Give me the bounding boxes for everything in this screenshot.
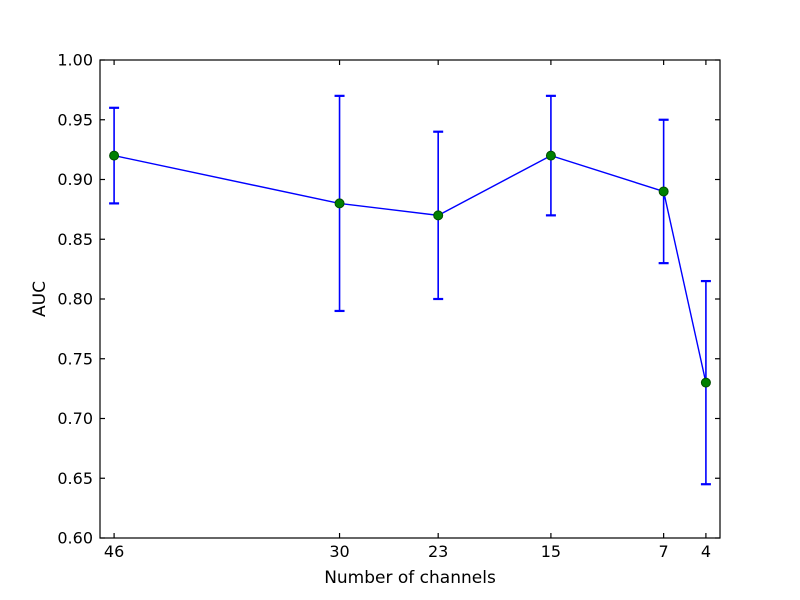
x-tick-label: 7 bbox=[659, 542, 669, 561]
data-point-marker bbox=[545, 150, 556, 161]
x-tick-label: 4 bbox=[701, 542, 711, 561]
data-point-marker bbox=[433, 210, 444, 221]
data-point-marker bbox=[334, 198, 345, 209]
x-tick-label: 15 bbox=[541, 542, 561, 561]
y-tick-label: 1.00 bbox=[57, 51, 93, 70]
plot-area: 46 30 23 15 7 4 0.60 0.65 0.70 0.75 0.80 0.85 0.90 0.… bbox=[57, 51, 721, 561]
y-tick-label: 0.65 bbox=[57, 469, 93, 488]
data-point-marker bbox=[700, 377, 711, 388]
y-tick-label: 0.75 bbox=[57, 349, 93, 368]
y-tick-label: 0.95 bbox=[57, 110, 93, 129]
y-tick-label: 0.85 bbox=[57, 230, 93, 249]
axes-frame bbox=[99, 59, 721, 539]
x-tick-label: 46 bbox=[104, 542, 124, 561]
y-tick-label: 0.60 bbox=[57, 529, 93, 548]
data-point-marker bbox=[658, 186, 669, 197]
y-tick-label: 0.90 bbox=[57, 170, 93, 189]
x-tick-label: 30 bbox=[329, 542, 349, 561]
x-tick-label: 23 bbox=[428, 542, 448, 561]
data-line bbox=[113, 154, 707, 383]
y-tick-label: 0.80 bbox=[57, 290, 93, 309]
data-point-marker bbox=[109, 150, 120, 161]
y-tick-label: 0.70 bbox=[57, 409, 93, 428]
y-axis-label: AUC bbox=[30, 281, 50, 317]
x-axis-label: Number of channels bbox=[324, 568, 496, 588]
